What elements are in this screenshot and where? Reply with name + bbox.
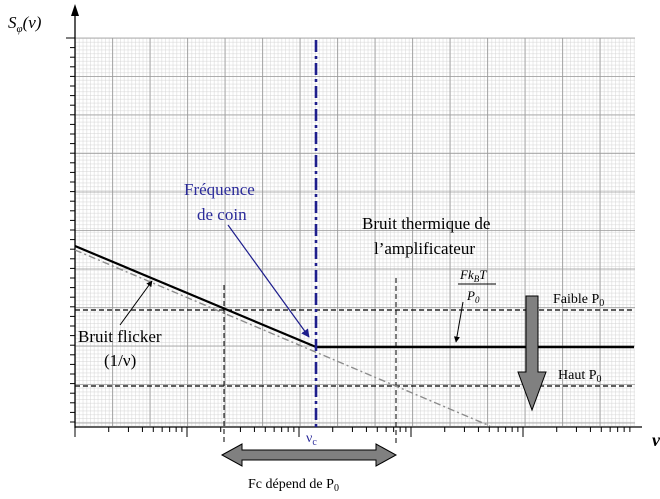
corner-frequency-pointer: [227, 224, 310, 338]
fc-range-label: Fc dépend de P0: [248, 477, 339, 494]
p0-increase-arrow: [517, 295, 547, 412]
low-p0-label: Faible P0: [553, 292, 604, 309]
x-axis-label: ν: [652, 430, 660, 450]
fc-range-arrow: [220, 443, 398, 467]
flicker-pointer: [119, 280, 153, 326]
svg-text:FkBT: FkBT: [459, 267, 487, 284]
thermal-formula-pointer: [453, 301, 464, 343]
svg-text:P0: P0: [466, 288, 480, 305]
thermal-noise-label: Bruit thermique de l’amplificateur: [362, 214, 495, 258]
corner-frequency-label: Fréquence de coin: [184, 180, 259, 224]
y-axis-arrowhead: [71, 4, 79, 16]
flicker-extension-line: [74, 249, 491, 427]
corner-frequency-tick-label: νc: [306, 431, 317, 448]
flicker-noise-label: Bruit flicker (1/ν): [78, 327, 166, 370]
thermal-noise-formula: FkBT P0: [458, 267, 496, 305]
grid: [74, 37, 635, 426]
y-axis-label: Sφ(ν): [8, 13, 42, 35]
flicker-noise-line: [74, 244, 317, 349]
high-p0-label: Haut P0: [558, 368, 602, 385]
axes: [66, 4, 642, 437]
